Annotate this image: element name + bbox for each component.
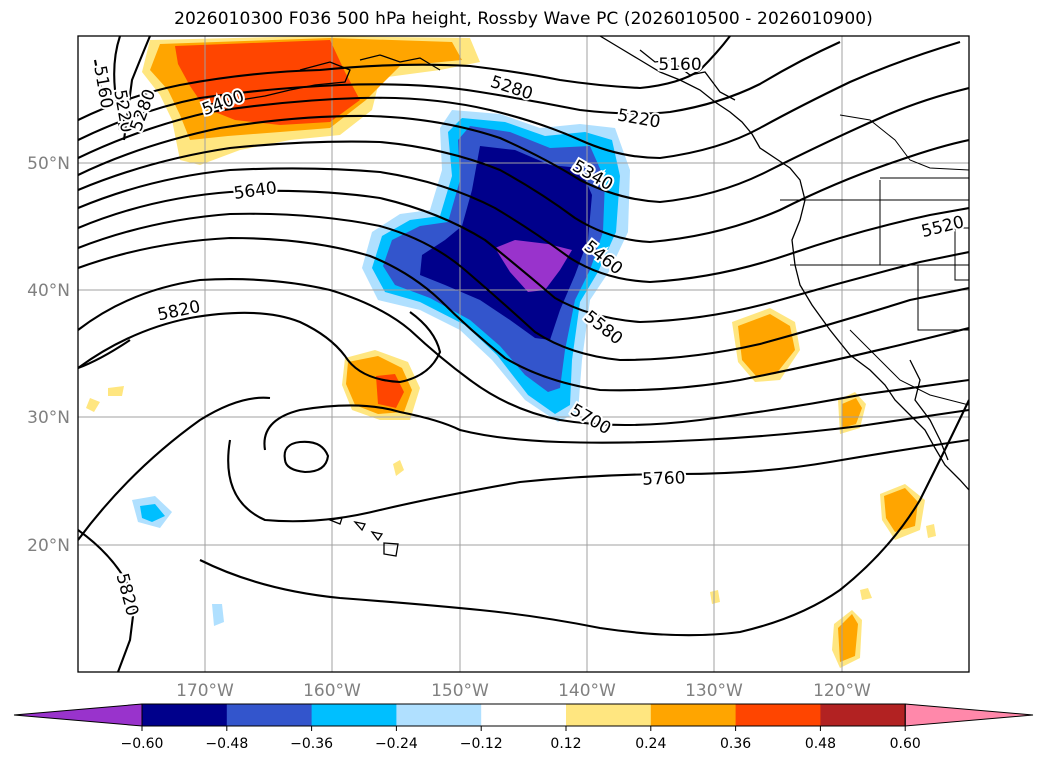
colorbar-tick-label: −0.12	[460, 736, 503, 752]
colorbar-cell	[481, 704, 567, 726]
lon-label: 150°W	[431, 681, 489, 701]
colorbar-cell	[820, 704, 906, 726]
colorbar-tick-label: −0.24	[375, 736, 418, 752]
lat-label: 30°N	[27, 408, 70, 428]
contour-label: 5820	[112, 571, 143, 618]
colorbar-cell	[396, 704, 482, 726]
colorbar-cell	[142, 704, 228, 726]
colorbar-cell	[650, 704, 737, 726]
height-contours	[78, 36, 969, 672]
contour-label: 5760	[642, 468, 686, 489]
colorbar-tick-label: 0.60	[890, 736, 921, 752]
lat-label: 20°N	[27, 536, 70, 556]
lat-label: 40°N	[27, 281, 70, 301]
positive-anomaly-small	[86, 308, 936, 668]
colorbar-tick-label: −0.60	[121, 736, 164, 752]
lat-label: 50°N	[27, 154, 70, 174]
colorbar-tick-label: 0.48	[805, 736, 836, 752]
colorbar-frame	[141, 703, 906, 727]
colorbar-tick-label: 0.36	[720, 736, 751, 752]
colorbar: −0.60 −0.48 −0.36 −0.24 −0.12 0.12 0.24 0.36 0.4…	[13, 703, 1034, 752]
contour-label: 5220	[616, 105, 662, 132]
colorbar-tick-label: −0.36	[290, 736, 333, 752]
colorbar-extend-left	[13, 703, 143, 727]
colorbar-tick-label: −0.48	[205, 736, 248, 752]
latitude-labels: 50°N 40°N 30°N 20°N	[27, 154, 70, 556]
lon-label: 120°W	[813, 681, 871, 701]
contour-label: 5820	[156, 297, 202, 326]
lon-label: 170°W	[176, 681, 234, 701]
colorbar-cell	[735, 704, 821, 726]
lon-label: 160°W	[303, 681, 361, 701]
colorbar-cell	[226, 704, 313, 726]
contour-label: 5160	[658, 55, 701, 75]
lon-label: 140°W	[558, 681, 616, 701]
contour-label: 5640	[232, 178, 278, 204]
contour-label: 5280	[488, 72, 535, 104]
colorbar-cell	[566, 704, 652, 726]
colorbar-tick-label: 0.12	[550, 736, 581, 752]
lon-label: 130°W	[685, 681, 743, 701]
colorbar-cell	[311, 704, 397, 726]
plot-title: 2026010300 F036 500 hPa height, Rossby W…	[174, 9, 873, 29]
map-frame	[77, 35, 970, 673]
colorbar-extend-right	[904, 703, 1034, 727]
contour-label: 5700	[567, 400, 614, 439]
colorbar-tick-label: 0.24	[635, 736, 666, 752]
longitude-labels: 170°W 160°W 150°W 140°W 130°W 120°W	[176, 681, 871, 701]
